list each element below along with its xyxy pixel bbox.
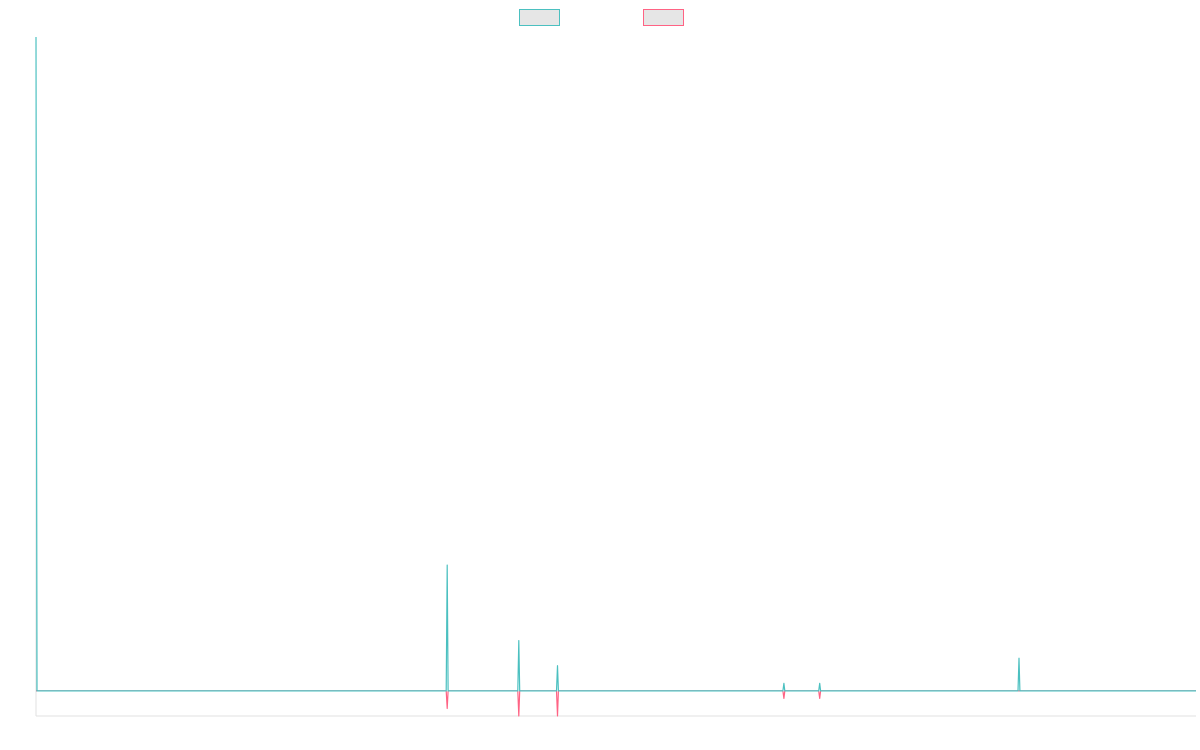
series-line-2 [36, 690, 1196, 717]
series-line-1 [35, 36, 1196, 692]
chart-legend[interactable] [519, 9, 684, 26]
legend-swatch-series-2[interactable] [643, 9, 684, 26]
legend-swatch-series-1[interactable] [519, 9, 560, 26]
series-layer [35, 36, 1196, 717]
